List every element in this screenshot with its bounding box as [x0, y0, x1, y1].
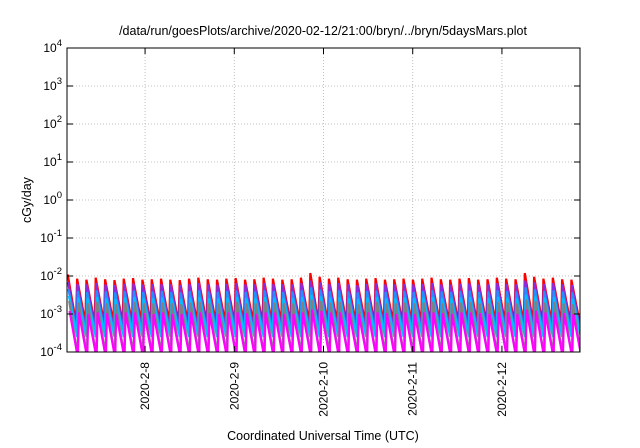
series-layer [67, 272, 580, 352]
y-tick-label: 103 [43, 76, 62, 93]
x-tick-labels: 2020-2-8 2020-2-9 2020-2-10 2020-2-11 2020-2… [138, 362, 509, 417]
y-tick-label: 101 [43, 152, 62, 169]
y-tick-label: 10-1 [40, 228, 62, 245]
y-tick-label: 104 [43, 38, 62, 55]
x-axis-label: Coordinated Universal Time (UTC) [227, 429, 419, 443]
y-tick-label: 10-3 [40, 304, 62, 321]
x-tick-label: 2020-2-12 [495, 362, 509, 417]
chart-title: /data/run/goesPlots/archive/2020-02-12/2… [119, 24, 527, 38]
y-tick-labels: 10-4 10-3 10-2 10-1 100 101 102 103 104 [40, 38, 62, 359]
axis-ticks [67, 47, 580, 353]
x-tick-label: 2020-2-11 [406, 362, 420, 416]
y-tick-label: 10-2 [40, 266, 62, 283]
y-axis-label: cGy/day [20, 176, 34, 223]
x-tick-label: 2020-2-8 [138, 362, 152, 410]
x-tick-label: 2020-2-10 [317, 362, 331, 417]
y-tick-label: 102 [43, 114, 62, 131]
y-tick-label: 100 [43, 190, 62, 207]
y-tick-label: 10-4 [40, 342, 62, 359]
series-line [68, 309, 580, 352]
x-tick-label: 2020-2-9 [227, 362, 241, 410]
